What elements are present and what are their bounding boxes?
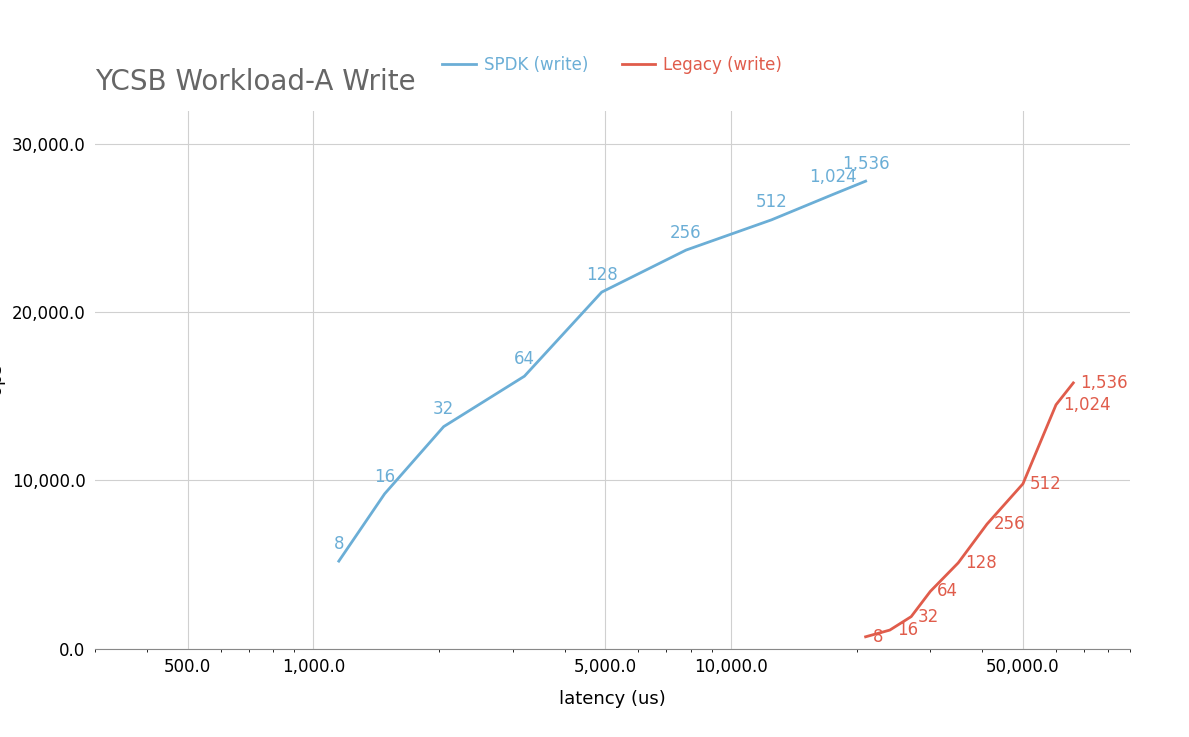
Legacy (write)	[1049, 400, 1063, 409]
Text: 32: 32	[918, 607, 939, 626]
Legacy (write)	[858, 632, 873, 641]
Text: 8: 8	[873, 628, 883, 646]
Text: 512: 512	[756, 194, 787, 212]
SPDK (write)	[765, 215, 779, 224]
Text: 32: 32	[433, 400, 454, 419]
Text: 64: 64	[937, 582, 958, 601]
Legend: SPDK (write), Legacy (write): SPDK (write), Legacy (write)	[435, 49, 789, 80]
Text: 128: 128	[586, 266, 617, 284]
Line: SPDK (write): SPDK (write)	[339, 181, 866, 561]
SPDK (write)	[332, 556, 346, 565]
Text: 256: 256	[994, 515, 1026, 533]
Text: 1,536: 1,536	[842, 155, 889, 173]
Text: 1,536: 1,536	[1081, 374, 1128, 392]
Text: 1,024: 1,024	[809, 168, 856, 186]
SPDK (write)	[594, 287, 609, 296]
Line: Legacy (write): Legacy (write)	[866, 383, 1074, 637]
SPDK (write)	[436, 422, 451, 431]
Legacy (write)	[951, 559, 965, 567]
Text: 1,024: 1,024	[1063, 396, 1111, 413]
X-axis label: latency (us): latency (us)	[559, 690, 666, 708]
Text: 16: 16	[375, 467, 395, 486]
SPDK (write)	[825, 190, 839, 199]
SPDK (write)	[679, 245, 693, 254]
Text: 512: 512	[1030, 475, 1062, 493]
Text: YCSB Workload-A Write: YCSB Workload-A Write	[95, 68, 416, 96]
Text: 8: 8	[334, 535, 344, 553]
SPDK (write)	[377, 489, 391, 498]
Text: 256: 256	[671, 224, 702, 242]
Legacy (write)	[1015, 479, 1030, 488]
SPDK (write)	[858, 177, 873, 186]
Text: 128: 128	[965, 553, 996, 572]
Legacy (write)	[923, 587, 937, 595]
Legacy (write)	[904, 612, 918, 621]
Legacy (write)	[980, 520, 994, 528]
Legacy (write)	[1067, 379, 1081, 388]
Text: 16: 16	[897, 621, 918, 639]
Legacy (write)	[882, 626, 897, 635]
SPDK (write)	[517, 371, 531, 380]
Y-axis label: ops: ops	[0, 363, 5, 396]
Text: 64: 64	[514, 350, 535, 368]
